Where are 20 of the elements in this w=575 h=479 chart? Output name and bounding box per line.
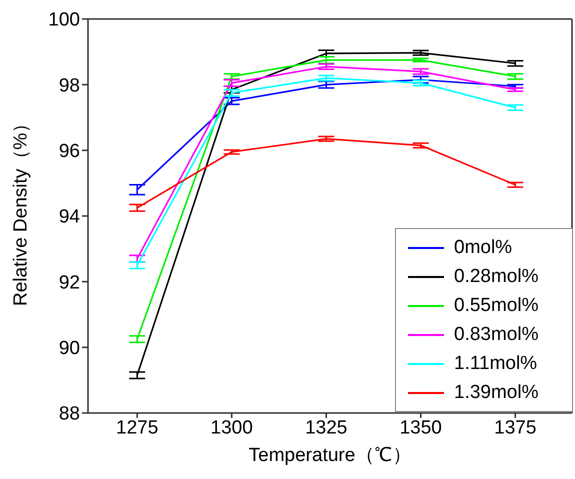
x-tick-label: 1350 bbox=[400, 417, 442, 438]
y-tick-label: 98 bbox=[58, 75, 80, 96]
y-tick-label: 90 bbox=[58, 338, 80, 360]
x-axis-title: Temperature（℃） bbox=[248, 445, 412, 466]
legend-label: 0.55mol% bbox=[454, 294, 538, 316]
x-tick-label: 1300 bbox=[210, 417, 253, 438]
legend-label: 0.83mol% bbox=[454, 324, 538, 346]
y-tick-label: 100 bbox=[48, 10, 80, 31]
legend-label: 1.11mol% bbox=[454, 352, 538, 374]
legend-label: 0mol% bbox=[454, 236, 512, 258]
x-tick-label: 1325 bbox=[305, 417, 348, 438]
x-tick-label: 1275 bbox=[116, 417, 158, 438]
y-tick-label: 92 bbox=[58, 272, 80, 294]
legend-label: 0.28mol% bbox=[454, 266, 538, 288]
y-tick-label: 88 bbox=[58, 404, 80, 425]
x-tick-label: 1375 bbox=[494, 417, 536, 438]
y-tick-label: 96 bbox=[58, 141, 80, 162]
y-tick-label: 94 bbox=[58, 206, 80, 228]
y-axis-title: Relative Density（%） bbox=[10, 114, 32, 306]
legend-label: 1.39mol% bbox=[454, 382, 538, 404]
